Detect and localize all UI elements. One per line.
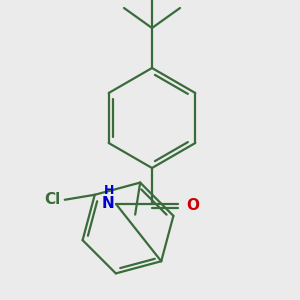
Text: O: O [186,197,199,212]
Text: H: H [103,184,114,197]
Text: N: N [101,196,114,211]
Text: Cl: Cl [44,192,61,207]
